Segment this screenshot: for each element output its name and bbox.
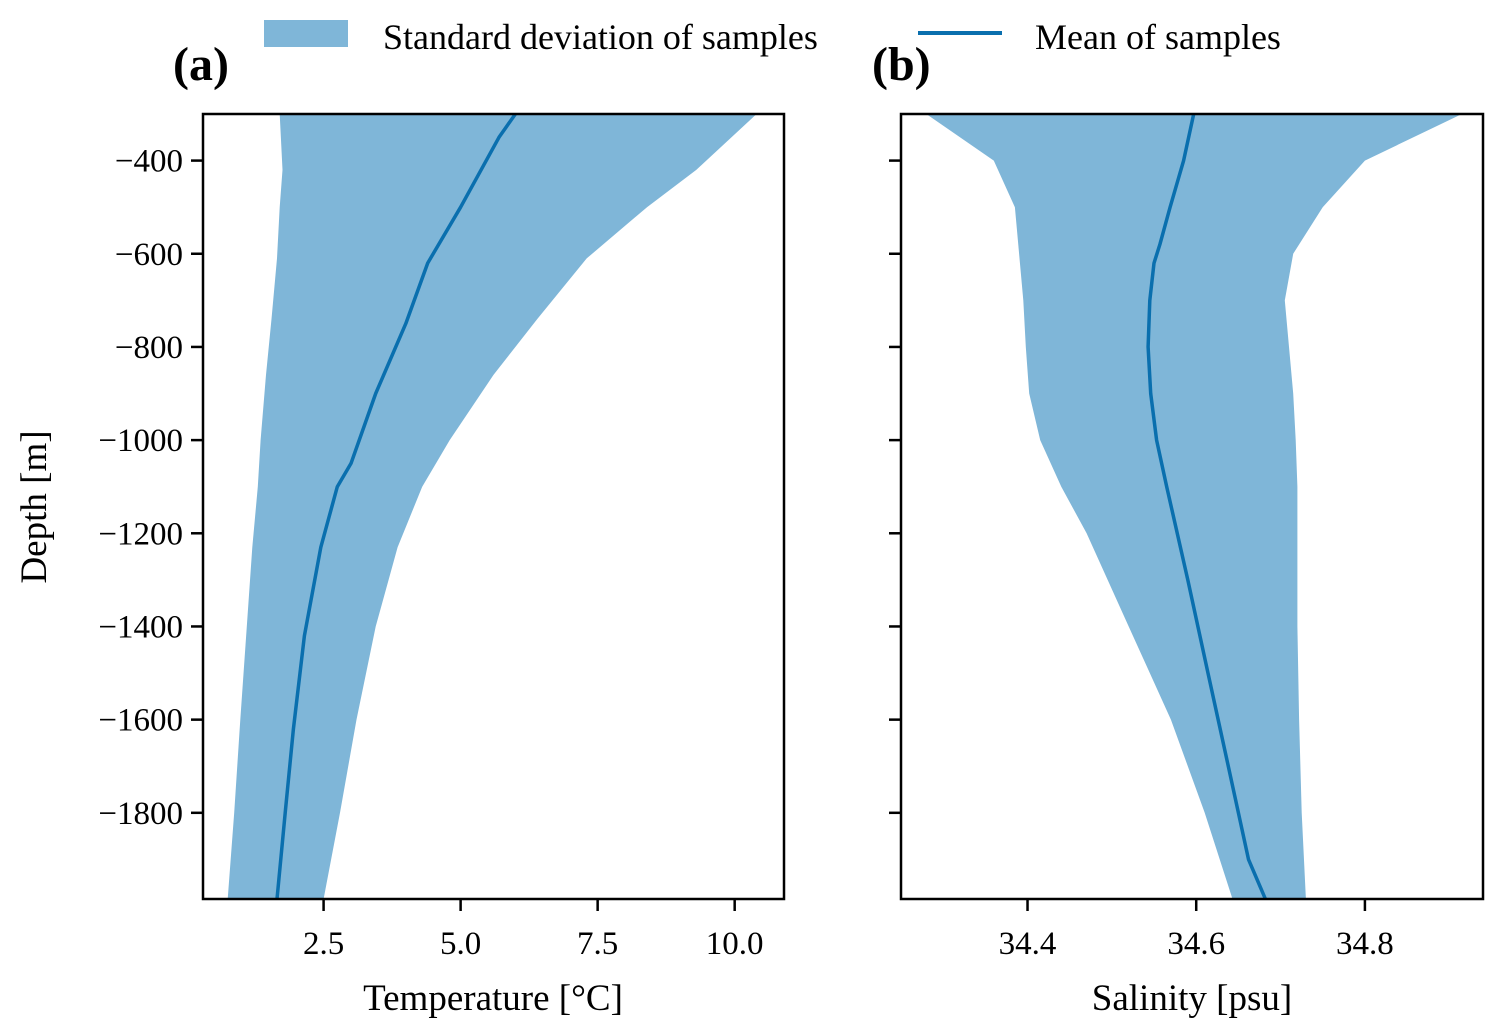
x-axis-label-salinity: Salinity [psu] <box>1092 978 1292 1019</box>
axes-frame-salinity <box>899 112 1485 901</box>
y-tick-label: −1000 <box>98 423 183 459</box>
legend-band-label: Standard deviation of samples <box>383 17 818 57</box>
panel-salinity: (b) 34.4 34.6 34.8 Salinity [psu] <box>872 38 1485 1019</box>
mean-line-a <box>275 112 517 900</box>
y-tick-label: −1200 <box>98 516 183 552</box>
x-axis-label-temperature: Temperature [°C] <box>363 978 623 1019</box>
std-band-a <box>227 114 757 899</box>
std-band-b <box>926 114 1462 899</box>
y-tick-label: −1600 <box>98 703 183 739</box>
legend: Standard deviation of samples Mean of sa… <box>264 17 1281 57</box>
y-tick-label: −1400 <box>98 609 183 645</box>
x-axis-temperature: 2.5 5.0 7.5 10.0 <box>303 899 764 962</box>
x-tick-label: 34.4 <box>999 926 1057 962</box>
panel-label-b: (b) <box>872 38 931 91</box>
y-axis-label-depth: Depth [m] <box>14 430 55 583</box>
y-axis-depth: −400 −600 −800 −1000 −1200 −1400 −1600 −1800 <box>98 144 203 832</box>
y-tick-label: −800 <box>115 330 183 366</box>
x-axis-salinity: 34.4 34.6 34.8 <box>999 899 1394 962</box>
axes-frame-temperature <box>201 112 786 901</box>
plot-area-salinity <box>926 113 1462 900</box>
y-axis-depth-shared <box>889 159 901 815</box>
plot-area-temperature <box>227 112 757 900</box>
x-tick-label: 34.6 <box>1167 926 1225 962</box>
x-tick-label: 2.5 <box>303 926 344 962</box>
mean-line-b <box>1146 113 1268 900</box>
legend-line-label: Mean of samples <box>1035 17 1281 57</box>
x-tick-label: 7.5 <box>577 926 618 962</box>
y-tick-label: −1800 <box>98 796 183 832</box>
x-tick-label: 5.0 <box>440 926 481 962</box>
x-tick-label: 34.8 <box>1336 926 1394 962</box>
x-tick-label: 10.0 <box>706 926 764 962</box>
panel-temperature: (a) 2.5 5.0 7.5 10.0 −400 −600 −800 −1000 −1200… <box>14 38 786 1019</box>
legend-band-swatch <box>264 20 348 47</box>
y-tick-label: −400 <box>115 144 183 180</box>
panel-label-a: (a) <box>173 38 229 91</box>
y-tick-label: −600 <box>115 237 183 273</box>
